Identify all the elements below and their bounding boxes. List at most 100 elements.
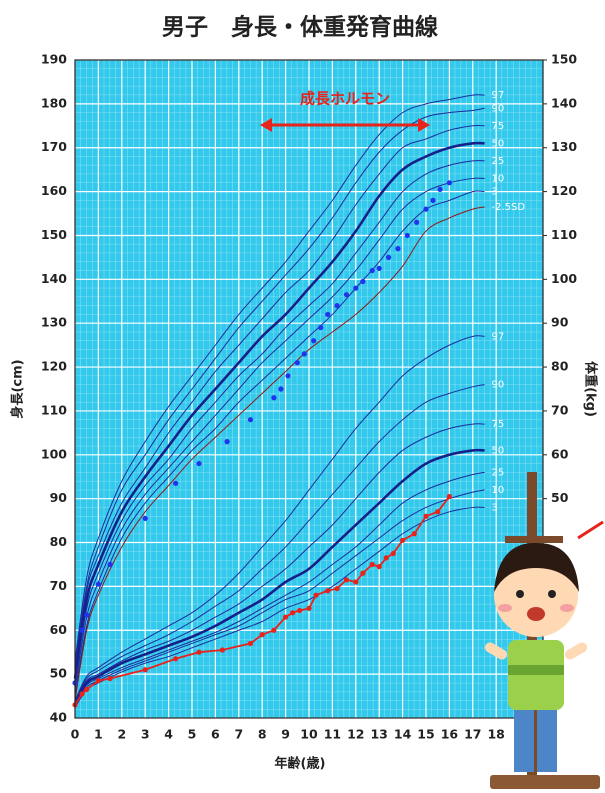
data-point [96, 582, 101, 587]
annotation: 成長ホルモン [300, 90, 390, 108]
data-point [447, 494, 452, 499]
data-point [360, 279, 365, 284]
data-point [313, 593, 318, 598]
x-tick-label: 16 [441, 727, 459, 742]
data-point [423, 514, 428, 519]
y-tick-label: 130 [41, 315, 67, 330]
data-point [430, 198, 435, 203]
data-point [334, 303, 339, 308]
data-point [84, 612, 89, 617]
y2-tick-label: 80 [551, 359, 569, 374]
curve-label: 25 [492, 467, 505, 478]
data-point [384, 555, 389, 560]
data-point [334, 586, 339, 591]
curve-label: 10 [492, 485, 505, 496]
x-tick-label: 17 [464, 727, 481, 742]
data-point [196, 461, 201, 466]
data-point [79, 691, 84, 696]
x-tick-label: 10 [300, 727, 318, 742]
data-point [271, 628, 276, 633]
data-point [290, 610, 295, 615]
data-point [344, 577, 349, 582]
data-point [196, 650, 201, 655]
curve-label: 50 [492, 445, 505, 456]
x-axis-label: 年齢(歳) [275, 756, 326, 772]
data-point [173, 656, 178, 661]
y2-tick-label: 150 [551, 52, 577, 67]
curve-label: 90 [492, 103, 505, 114]
data-point [283, 615, 288, 620]
data-point [302, 351, 307, 356]
chart-title: 男子 身長・体重発育曲線 [162, 14, 438, 41]
y-tick-label: 80 [50, 534, 68, 549]
data-point [370, 562, 375, 567]
data-point [360, 571, 365, 576]
x-tick-label: 0 [71, 727, 80, 742]
x-tick-label: 6 [211, 727, 220, 742]
x-tick-label: 14 [394, 727, 412, 742]
y-tick-label: 120 [41, 359, 67, 374]
x-tick-label: 11 [324, 727, 341, 742]
curve-label: 3 [492, 187, 498, 198]
data-point [143, 516, 148, 521]
y2-axis-label: 体重(kg) [583, 361, 599, 417]
y-tick-label: 60 [50, 622, 68, 637]
curve-label: 50 [492, 138, 505, 149]
chart: 男子 身長・体重発育曲線 年齢(歳) 身長(cm) 体重(kg) 成長ホルモン … [0, 0, 605, 793]
x-tick-label: 18 [487, 727, 504, 742]
data-point [344, 292, 349, 297]
curve-label: 75 [492, 419, 505, 430]
data-point [353, 579, 358, 584]
y-tick-label: 190 [41, 52, 67, 67]
x-tick-label: 5 [188, 727, 197, 742]
data-point [295, 360, 300, 365]
data-point [423, 207, 428, 212]
curve-label: 97 [492, 90, 505, 101]
y-tick-label: 90 [50, 490, 68, 505]
data-point [285, 373, 290, 378]
y2-tick-label: 130 [551, 139, 577, 154]
curve-label: -2.5SD [492, 202, 526, 213]
y-tick-label: 150 [41, 227, 67, 242]
data-point [96, 678, 101, 683]
data-point [447, 180, 452, 185]
data-point [271, 395, 276, 400]
data-point [220, 647, 225, 652]
y2-tick-label: 70 [551, 402, 569, 417]
y-tick-label: 140 [41, 271, 67, 286]
y-tick-label: 180 [41, 95, 67, 110]
data-point [225, 439, 230, 444]
y-tick-label: 100 [41, 446, 67, 461]
data-point [414, 220, 419, 225]
y-tick-label: 40 [50, 710, 68, 725]
x-tick-label: 2 [117, 727, 126, 742]
data-point [437, 187, 442, 192]
data-point [79, 628, 84, 633]
data-point [84, 687, 89, 692]
curve-label: 90 [492, 380, 505, 391]
data-point [412, 531, 417, 536]
x-tick-label: 3 [141, 727, 150, 742]
y2-tick-label: 90 [551, 315, 569, 330]
y2-tick-label: 100 [551, 271, 577, 286]
y-tick-label: 160 [41, 183, 67, 198]
y2-tick-label: 110 [551, 227, 577, 242]
y-tick-label: 110 [41, 402, 67, 417]
data-point [143, 667, 148, 672]
data-point [297, 608, 302, 613]
curve-label: 25 [492, 156, 505, 167]
x-tick-label: 12 [347, 727, 364, 742]
x-tick-label: 13 [370, 727, 387, 742]
data-point [386, 255, 391, 260]
y-tick-label: 70 [50, 578, 68, 593]
curve-label: 75 [492, 121, 505, 132]
data-point [370, 268, 375, 273]
data-point [318, 325, 323, 330]
data-point [108, 562, 113, 567]
y-tick-label: 170 [41, 139, 67, 154]
data-point [108, 676, 113, 681]
x-tick-label: 8 [258, 727, 267, 742]
data-point [391, 551, 396, 556]
data-point [377, 266, 382, 271]
curve-label: 10 [492, 173, 505, 184]
